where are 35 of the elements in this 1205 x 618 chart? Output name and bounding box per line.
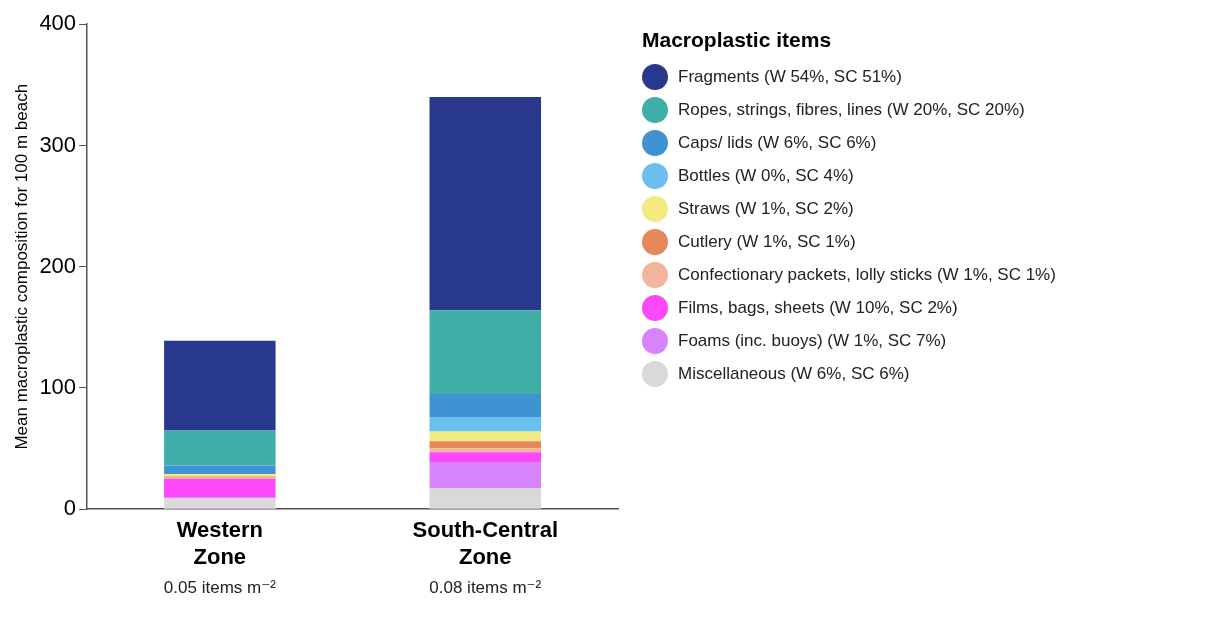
bar [164,340,276,431]
legend-label: Films, bags, sheets (W 10%, SC 2%) [678,297,958,318]
bar [429,488,542,509]
bar [429,310,542,395]
legend-title: Macroplastic items [642,28,833,52]
bar [429,417,542,432]
legend-label: Cutlery (W 1%, SC 1%) [678,231,856,252]
bar [429,394,542,418]
bar [164,465,276,475]
bar [429,96,542,311]
bar [164,478,276,498]
legend-label: Fragments (W 54%, SC 51%) [678,66,902,87]
y-tick-label: 200 [39,252,77,278]
text: 0.05 items m⁻² [163,578,277,598]
bar [429,452,542,462]
y-tick-label: 100 [39,374,77,400]
legend-label: Ropes, strings, fibres, lines (W 20%, SC 20%) [678,99,1025,120]
legend-label: Bottles (W 0%, SC 4%) [678,165,854,186]
legend-label: Foams (inc. buoys) (W 1%, SC 7%) [678,330,947,351]
bar [164,498,276,509]
y-tick-label: 0 [63,495,77,521]
text: 0.08 items m⁻² [429,578,542,598]
legend-label: Straws (W 1%, SC 2%) [678,198,854,219]
bar [164,430,276,466]
legend-label: Miscellaneous (W 6%, SC 6%) [678,363,910,384]
y-tick-label: 300 [39,131,77,157]
bar [429,431,542,442]
x-tick-label: Western Zone [176,517,264,569]
y-axis-title: Mean macroplastic composition for 100 m beach [11,83,31,450]
bar [429,461,542,489]
x-tick-label: South-Central Zone [412,517,558,569]
bar [429,441,542,449]
y-tick-label: 400 [39,10,77,36]
legend-label: Confectionary packets, lolly sticks (W 1%, SC 1%) [678,264,1056,285]
legend-label: Caps/ lids (W 6%, SC 6%) [678,132,877,153]
